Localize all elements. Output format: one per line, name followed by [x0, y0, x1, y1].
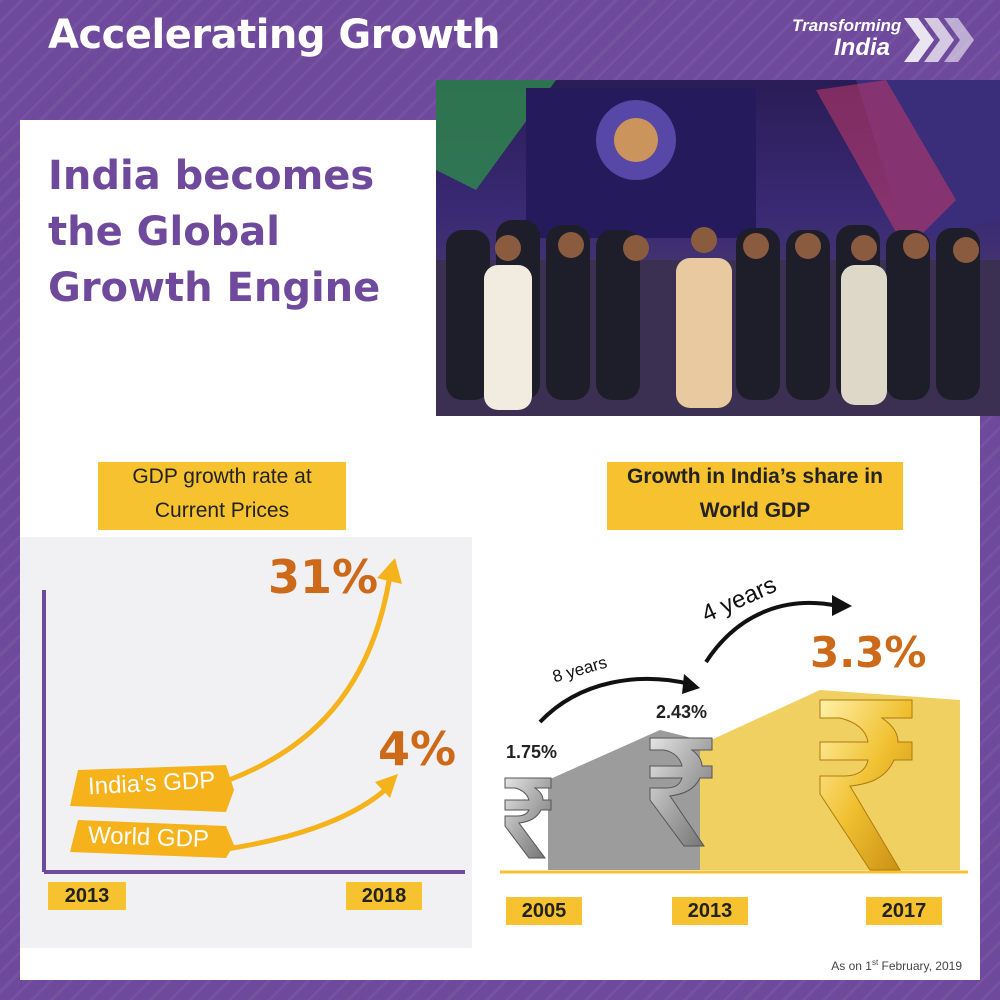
share-2017-value: 3.3% [810, 628, 927, 677]
right-chart-title: Growth in India’s share in World GDP [607, 462, 903, 530]
x-label-2018: 2018 [346, 882, 422, 910]
x-label-2013: 2013 [48, 882, 126, 910]
india-gdp-arrowhead [377, 558, 402, 584]
footnote-prefix: As on 1 [831, 959, 872, 973]
arrow-8-years [538, 676, 691, 724]
india-gdp-ribbon [70, 765, 234, 812]
india-gdp-curve [199, 574, 393, 793]
world-gdp-arrowhead [375, 774, 398, 798]
share-2005-value: 1.75% [506, 742, 558, 762]
share-step-grey [548, 730, 700, 870]
rupee-2005-icon [504, 777, 552, 859]
world-gdp-ribbon [70, 820, 234, 858]
photo-illustration [436, 80, 1000, 416]
left-chart-title-line2: Current Prices [142, 496, 302, 526]
share-2013-value: 2.43% [656, 702, 708, 722]
brand-line2: India [834, 34, 891, 61]
headline-line-2: the Global [48, 209, 281, 255]
left-chart-title-line1: GDP growth rate at [98, 462, 346, 492]
india-gdp-value: 31% [268, 550, 379, 604]
headline-line-3: Growth Engine [48, 265, 381, 311]
footnote-suffix: February, 2019 [878, 959, 963, 973]
headline: India becomes the Global Growth Engine [48, 148, 418, 316]
brand-line1: Transforming [792, 16, 902, 35]
brand-logo: Transforming India [792, 16, 974, 66]
rupee-2013-icon [649, 737, 713, 847]
footnote: As on 1st February, 2019 [831, 958, 962, 973]
year-2005: 2005 [506, 897, 582, 925]
delegates-group-photo [436, 80, 1000, 416]
page-title: Accelerating Growth [48, 12, 501, 58]
left-chart-title: GDP growth rate at Current Prices [98, 462, 346, 530]
rupee-2017-icon [819, 699, 913, 871]
world-gdp-curve [219, 788, 387, 853]
world-gdp-value: 4% [378, 722, 457, 776]
headline-line-1: India becomes [48, 153, 375, 199]
right-chart-title-line2: World GDP [680, 496, 830, 526]
left-chart-panel [20, 537, 472, 948]
year-2017: 2017 [866, 897, 942, 925]
right-chart-title-line1: Growth in India’s share in [607, 462, 903, 492]
footnote-sup: st [871, 958, 879, 967]
chevrons-icon [904, 18, 974, 62]
arrow-4-years [704, 601, 839, 664]
year-2013: 2013 [672, 897, 748, 925]
